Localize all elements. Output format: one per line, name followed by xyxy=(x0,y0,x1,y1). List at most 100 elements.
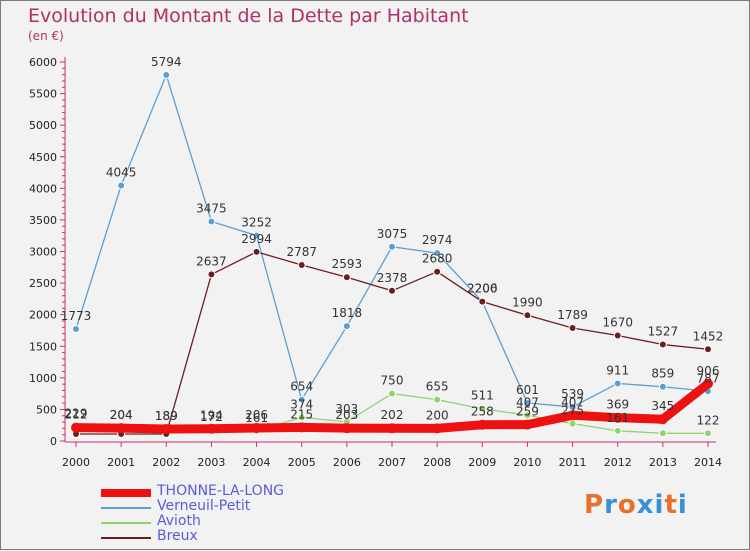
data-label: 2200 xyxy=(467,282,498,296)
data-label: 206 xyxy=(245,408,268,422)
data-point xyxy=(388,242,396,251)
data-label: 2637 xyxy=(196,254,227,268)
logo-letter: r xyxy=(604,490,618,520)
y-tick-label: 4000 xyxy=(29,182,57,195)
legend-swatch xyxy=(101,522,151,524)
data-label: 161 xyxy=(245,411,268,425)
data-label: 539 xyxy=(561,387,584,401)
data-label: 212 xyxy=(65,408,88,422)
legend-label: Verneuil-Petit xyxy=(157,498,251,514)
data-point xyxy=(568,419,577,428)
data-point xyxy=(612,412,623,423)
data-point xyxy=(522,419,533,430)
x-tick-label: 2001 xyxy=(107,456,135,469)
data-point xyxy=(658,429,667,438)
y-tick-label: 5000 xyxy=(29,119,57,132)
y-tick-label: 2000 xyxy=(29,309,57,322)
data-point xyxy=(613,379,622,388)
data-point xyxy=(478,404,487,413)
x-tick-label: 2006 xyxy=(333,456,361,469)
data-label: 2994 xyxy=(241,232,272,246)
y-tick-label: 2500 xyxy=(29,277,57,290)
data-point xyxy=(388,286,396,295)
data-label: 601 xyxy=(516,383,539,397)
data-label: 3075 xyxy=(377,227,408,241)
x-tick-label: 2005 xyxy=(288,456,316,469)
data-label: 511 xyxy=(471,389,494,403)
data-point xyxy=(341,423,352,434)
data-label: 1527 xyxy=(648,325,679,339)
y-tick-label: 4500 xyxy=(29,151,57,164)
data-label: 1670 xyxy=(602,316,633,330)
data-label: 161 xyxy=(606,411,629,425)
x-tick-label: 2003 xyxy=(197,456,225,469)
legend-swatch xyxy=(101,537,151,539)
data-point xyxy=(478,297,487,306)
data-label: 1789 xyxy=(557,308,588,322)
data-label: 1452 xyxy=(693,329,724,343)
data-label: 3252 xyxy=(241,216,272,230)
data-label: 1818 xyxy=(332,306,363,320)
y-tick-label: 3500 xyxy=(29,214,57,227)
data-label: 194 xyxy=(200,409,223,423)
data-label: 374 xyxy=(290,397,313,411)
data-label: 215 xyxy=(290,407,313,421)
data-point xyxy=(71,422,81,433)
data-label: 2593 xyxy=(332,257,363,271)
data-label: 2680 xyxy=(422,252,453,266)
data-label: 2206 xyxy=(467,282,498,296)
data-point xyxy=(613,426,622,435)
x-tick-label: 2013 xyxy=(649,456,677,469)
data-point xyxy=(567,410,578,421)
legend-swatch xyxy=(101,489,151,497)
logo-letter: t xyxy=(664,490,678,520)
y-tick-label: 0 xyxy=(50,435,57,448)
y-tick-label: 3000 xyxy=(29,246,57,259)
logo-letter: P xyxy=(584,490,605,520)
data-label: 5794 xyxy=(151,55,182,69)
data-point xyxy=(252,247,261,256)
data-point xyxy=(72,325,80,334)
data-label: 2787 xyxy=(286,245,317,259)
x-tick-label: 2008 xyxy=(423,456,451,469)
chart-title: Evolution du Montant de la Dette par Hab… xyxy=(28,5,469,27)
data-label: 229 xyxy=(65,407,88,421)
legend-swatch xyxy=(101,507,151,509)
x-tick-label: 2009 xyxy=(468,456,496,469)
data-label: 258 xyxy=(471,405,494,419)
data-label: 204 xyxy=(110,408,133,422)
series-line-verneuil-petit xyxy=(75,74,709,408)
data-point xyxy=(161,424,172,435)
x-tick-label: 2012 xyxy=(604,456,632,469)
data-point xyxy=(433,395,442,404)
data-label: 275 xyxy=(561,404,584,418)
y-tick-label: 1500 xyxy=(29,340,57,353)
data-point xyxy=(477,419,488,430)
data-label: 859 xyxy=(651,367,674,381)
data-point xyxy=(433,249,442,258)
data-label: 189 xyxy=(155,409,178,423)
data-point xyxy=(342,273,351,282)
y-tick-label: 6000 xyxy=(29,56,57,69)
data-label: 906 xyxy=(697,364,720,378)
data-point xyxy=(251,422,262,433)
x-tick-label: 2004 xyxy=(243,456,271,469)
data-point xyxy=(297,395,306,404)
data-point xyxy=(207,270,216,279)
data-point xyxy=(432,423,443,434)
data-label: 259 xyxy=(516,405,539,419)
data-point xyxy=(297,413,306,422)
data-label: 1990 xyxy=(512,295,543,309)
data-point xyxy=(704,429,712,438)
data-label: 189 xyxy=(155,409,178,423)
data-point xyxy=(206,423,217,434)
data-point xyxy=(657,414,668,425)
data-label: 2378 xyxy=(377,271,408,285)
data-label: 172 xyxy=(200,410,223,424)
data-label: 202 xyxy=(381,408,404,422)
data-point xyxy=(252,231,261,240)
data-label: 654 xyxy=(290,380,313,394)
data-point xyxy=(296,422,307,433)
